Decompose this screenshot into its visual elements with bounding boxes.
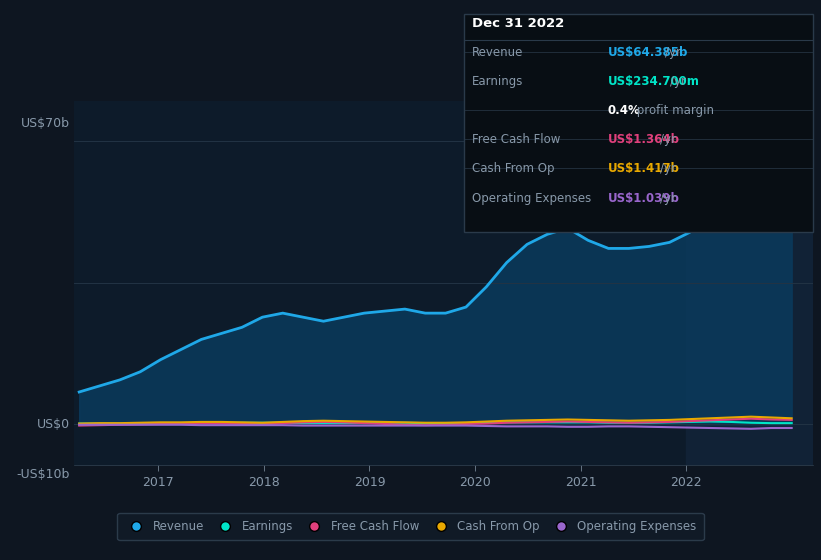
Text: Revenue: Revenue: [472, 46, 524, 59]
Legend: Revenue, Earnings, Free Cash Flow, Cash From Op, Operating Expenses: Revenue, Earnings, Free Cash Flow, Cash …: [117, 513, 704, 540]
Text: Cash From Op: Cash From Op: [472, 162, 554, 175]
Text: /yr: /yr: [660, 133, 676, 146]
Text: US$1.039b: US$1.039b: [608, 192, 680, 204]
Text: Earnings: Earnings: [472, 75, 524, 88]
Text: US$64.385b: US$64.385b: [608, 46, 688, 59]
Text: Operating Expenses: Operating Expenses: [472, 192, 591, 204]
Text: US$1.417b: US$1.417b: [608, 162, 680, 175]
Text: Dec 31 2022: Dec 31 2022: [472, 17, 564, 30]
Text: /yr: /yr: [660, 162, 676, 175]
Text: US$1.364b: US$1.364b: [608, 133, 680, 146]
Text: -US$10b: -US$10b: [16, 468, 70, 480]
Text: /yr: /yr: [665, 46, 681, 59]
Text: US$234.700m: US$234.700m: [608, 75, 699, 88]
Text: US$0: US$0: [37, 418, 70, 431]
Text: 0.4%: 0.4%: [608, 104, 640, 117]
Text: US$70b: US$70b: [21, 117, 70, 130]
Text: profit margin: profit margin: [633, 104, 714, 117]
Text: /yr: /yr: [660, 192, 676, 204]
Text: Free Cash Flow: Free Cash Flow: [472, 133, 561, 146]
Bar: [686, 101, 813, 465]
Text: /yr: /yr: [671, 75, 686, 88]
